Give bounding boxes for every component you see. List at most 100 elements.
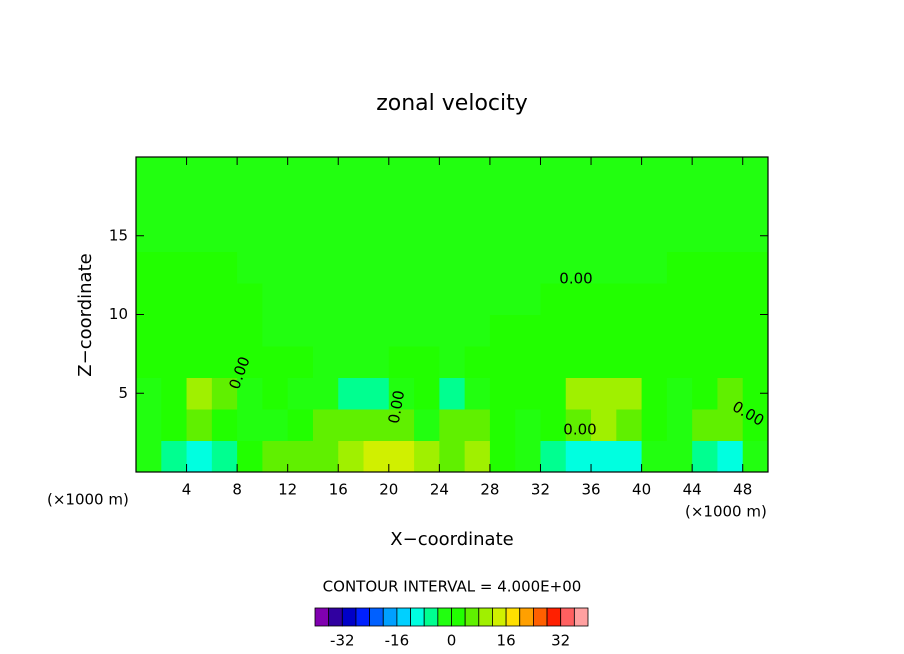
contour-cell <box>439 188 466 221</box>
contour-cell <box>388 283 415 315</box>
y-tick-label: 5 <box>118 384 128 402</box>
contour-cell <box>262 157 289 189</box>
contour-cell <box>388 346 415 378</box>
x-tick-label: 12 <box>278 481 297 499</box>
colorbar-box <box>492 607 507 627</box>
contour-cell <box>439 377 466 410</box>
contour-cell <box>439 251 466 284</box>
contour-cell <box>388 188 415 221</box>
contour-cell <box>464 314 491 347</box>
contour-cell <box>439 409 466 441</box>
x-tick-label: 28 <box>480 481 499 499</box>
contour-cell <box>388 251 415 284</box>
contour-cell <box>489 409 516 441</box>
contour-cell <box>414 440 440 473</box>
contour-cell <box>666 220 693 252</box>
contour-cell <box>237 157 263 189</box>
contour-cell <box>312 346 339 378</box>
contour-cell <box>540 409 567 441</box>
contour-cell <box>489 314 516 347</box>
contour-cell <box>363 409 390 441</box>
contour-cell <box>464 346 491 378</box>
contour-cell <box>591 440 617 473</box>
contour-cell <box>515 409 541 441</box>
contour-cell <box>312 283 339 315</box>
contour-cell <box>439 346 466 378</box>
contour-cell <box>515 440 541 473</box>
contour-cell <box>717 314 744 347</box>
contour-cell <box>388 314 415 347</box>
contour-cell <box>692 440 718 473</box>
contour-cell <box>237 220 263 252</box>
contour-cell <box>641 283 668 315</box>
contour-cell <box>666 157 693 189</box>
contour-cell <box>439 283 466 315</box>
contour-cell <box>591 377 617 410</box>
y-tick-label: 15 <box>109 226 128 244</box>
colorbar-box <box>533 607 548 627</box>
contour-cell <box>540 157 567 189</box>
contour-cell <box>666 346 693 378</box>
contour-cell <box>591 188 617 221</box>
contour-cell <box>262 440 289 473</box>
contour-cell <box>742 314 769 347</box>
contour-cell <box>717 283 744 315</box>
contour-cell <box>211 157 238 189</box>
contour-cell <box>717 346 744 378</box>
contour-cell <box>717 220 744 252</box>
contour-cell <box>186 377 213 410</box>
contour-cell <box>515 377 541 410</box>
contour-cell <box>540 188 567 221</box>
contour-cell <box>489 346 516 378</box>
contour-cell <box>591 157 617 189</box>
contour-cell <box>540 314 567 347</box>
contour-cell <box>237 251 263 284</box>
contour-cell <box>515 346 541 378</box>
colorbar-box <box>355 607 371 627</box>
contour-cell <box>591 314 617 347</box>
contour-cell <box>692 377 718 410</box>
contour-cell <box>742 157 769 189</box>
contour-cell <box>161 314 188 347</box>
colorbar-box <box>341 607 357 627</box>
contour-cell <box>312 440 339 473</box>
colorbar-box <box>505 607 521 627</box>
contour-cell <box>515 188 541 221</box>
contour-cell <box>540 377 567 410</box>
contour-cell <box>312 377 339 410</box>
contour-cell <box>742 409 769 441</box>
contour-cell <box>692 314 718 347</box>
contour-cell <box>616 314 643 347</box>
contour-cell <box>540 346 567 378</box>
contour-cell <box>742 283 769 315</box>
contour-cell <box>363 188 390 221</box>
contour-cell <box>211 346 238 378</box>
x-axis-label: X−coordinate <box>390 529 513 550</box>
contour-cell <box>237 377 263 410</box>
contour-cell <box>641 409 668 441</box>
contour-cell <box>338 188 365 221</box>
colorbar-tick-label: 0 <box>447 632 457 650</box>
contour-cell <box>186 251 213 284</box>
contour-cell <box>616 409 643 441</box>
contour-cell <box>338 251 365 284</box>
contour-cell <box>692 409 718 441</box>
contour-cell <box>312 157 339 189</box>
contour-cell <box>692 283 718 315</box>
contour-cell <box>363 440 390 473</box>
contour-cell <box>237 188 263 221</box>
contour-cell <box>414 314 440 347</box>
contour-cell <box>641 220 668 252</box>
contour-cell <box>616 157 643 189</box>
contour-cell <box>540 251 567 284</box>
contour-cell <box>312 409 339 441</box>
contour-cell <box>161 251 188 284</box>
contour-cell <box>692 188 718 221</box>
colorbar-box <box>328 607 343 627</box>
contour-cell <box>287 346 314 378</box>
colorbar-box <box>396 607 411 627</box>
contour-cell <box>161 157 188 189</box>
contour-cell <box>565 283 592 315</box>
contour-cell <box>312 220 339 252</box>
contour-cell <box>186 283 213 315</box>
